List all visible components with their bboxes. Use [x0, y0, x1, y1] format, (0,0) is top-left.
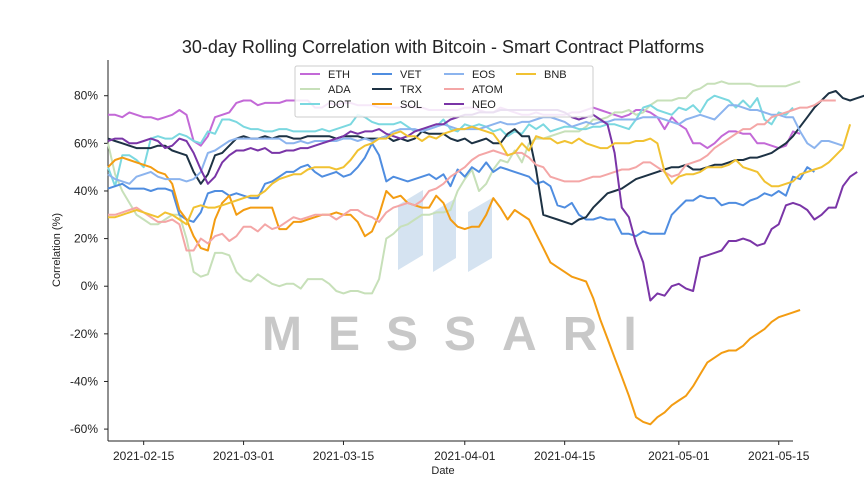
series-line-ada — [107, 80, 801, 295]
series-line-vet — [107, 142, 815, 238]
x-tick-label: 2021-04-15 — [534, 449, 596, 463]
watermark-text: MESSARI — [262, 308, 663, 361]
x-tick-label: 2021-03-15 — [313, 449, 375, 463]
plot-area: -60%-40%-20%0%20%40%60%80% 2021-02-15 202… — [70, 60, 864, 463]
legend-label-eth: ETH — [328, 69, 350, 81]
x-tick-label: 2021-05-01 — [648, 449, 710, 463]
series-line-eos — [107, 104, 844, 185]
x-axis-ticks: 2021-02-15 2021-03-01 2021-03-15 2021-04-01… — [113, 441, 810, 463]
x-tick-label: 2021-04-01 — [434, 449, 496, 463]
y-tick-label: -60% — [70, 422, 98, 436]
series-line-sol — [107, 156, 801, 426]
y-axis-label: Correlation (%) — [51, 213, 63, 287]
x-tick-label: 2021-02-15 — [113, 449, 175, 463]
legend: ETH ADA DOT VET TRX SOL EOS ATOM NEO BNB — [294, 65, 594, 118]
y-tick-label: 60% — [74, 136, 98, 150]
y-axis-ticks: -60% -40% -20% 0% 20% 40% 60% 80% — [70, 89, 108, 436]
legend-label-eos: EOS — [472, 69, 495, 81]
series-line-dot — [107, 94, 794, 188]
y-tick-label: 80% — [74, 89, 98, 103]
y-tick-label: 0% — [81, 279, 99, 293]
legend-label-bnb: BNB — [544, 69, 567, 81]
legend-label-neo: NEO — [472, 99, 496, 111]
watermark-logo-left — [398, 190, 423, 270]
y-tick-label: 20% — [74, 232, 98, 246]
legend-label-dot: DOT — [328, 99, 352, 111]
y-tick-label: 40% — [74, 184, 98, 198]
chart-title: 30-day Rolling Correlation with Bitcoin … — [182, 37, 704, 57]
series-line-atom — [108, 99, 836, 252]
y-tick-label: -20% — [70, 327, 98, 341]
legend-label-vet: VET — [400, 69, 422, 81]
x-tick-label: 2021-03-01 — [213, 449, 275, 463]
watermark: MESSARI — [262, 190, 663, 361]
legend-label-ada: ADA — [328, 84, 351, 96]
legend-label-atom: ATOM — [472, 84, 503, 96]
legend-label-trx: TRX — [400, 84, 423, 96]
x-axis-label: Date — [431, 465, 454, 477]
watermark-logo-mid — [433, 198, 456, 272]
legend-label-sol: SOL — [400, 99, 422, 111]
x-tick-label: 2021-05-15 — [748, 449, 810, 463]
y-tick-label: -40% — [70, 374, 98, 388]
legend-box — [294, 65, 594, 118]
series-line-bnb — [108, 124, 852, 226]
